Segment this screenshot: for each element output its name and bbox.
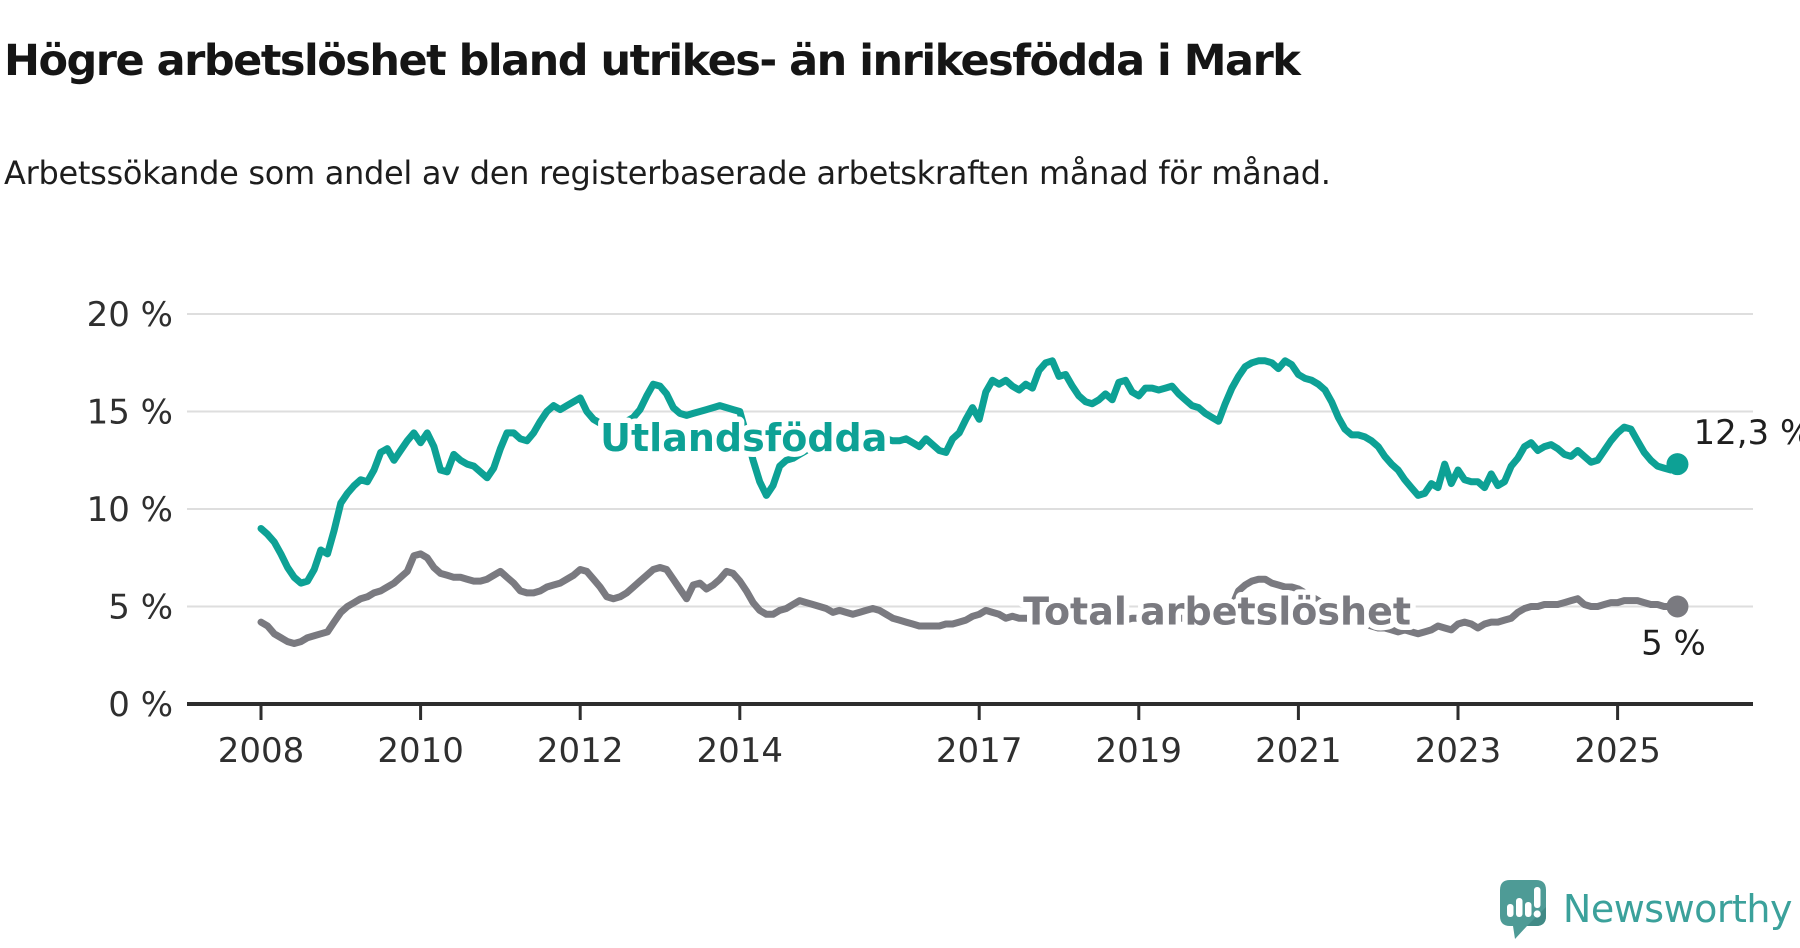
x-axis-tick-label: 2014 [697,731,784,771]
y-axis-tick-label: 5 % [108,588,173,628]
brand-name: Newsworthy [1562,887,1793,931]
x-axis-tick-label: 2019 [1096,731,1183,771]
x-axis-tick-label: 2010 [377,731,464,771]
x-axis-tick-label: 2012 [537,731,624,771]
page-subtitle: Arbetssökande som andel av den registerb… [4,154,1331,192]
x-axis-tick-label: 2017 [936,731,1023,771]
series-line-utlandsfodda [257,357,1681,587]
x-axis-tick-label: 2023 [1415,731,1502,771]
y-axis-tick-label: 20 % [87,295,173,335]
series-inline-label-utlandsfodda: Utlandsfödda [600,416,887,460]
brand-footer: Newsworthy [1497,874,1793,944]
series-end-dot-total-arbetsloshet [1666,595,1689,618]
y-axis-tick-label: 10 % [87,490,173,530]
end-value-label-total: 5 % [1641,624,1706,664]
series-line-total-arbetsloshet [257,550,1681,647]
y-axis-tick-label: 0 % [108,685,173,725]
newsworthy-logo-icon [1499,880,1546,939]
x-axis-tick-label: 2025 [1574,731,1661,771]
x-axis-tick-label: 2021 [1255,731,1342,771]
page-title: Högre arbetslöshet bland utrikes- än inr… [4,35,1301,86]
series-end-dot-utlandsfodda [1666,453,1689,476]
x-axis-tick-label: 2008 [218,731,305,771]
end-value-label-utlandsfodda: 12,3 % [1693,413,1800,453]
y-axis-tick-label: 15 % [87,393,173,433]
series-inline-label-total-arbetsloshet: Total arbetslöshet [1023,589,1411,633]
